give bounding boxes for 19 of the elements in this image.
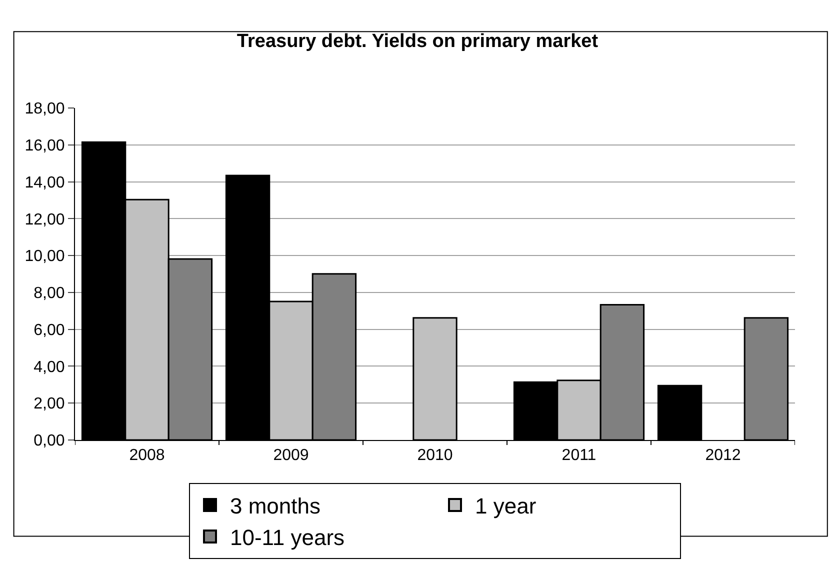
y-tick-label: 8,00 [34, 285, 65, 302]
y-tick-label: 16,00 [24, 137, 65, 154]
legend-label: 10-11 years [230, 525, 345, 550]
x-tick-label: 2011 [562, 447, 596, 464]
x-tick-label: 2009 [273, 447, 309, 464]
x-tick-label: 2012 [705, 447, 741, 464]
y-tick-label: 12,00 [24, 211, 65, 228]
y-tick-label: 0,00 [34, 432, 65, 450]
chart-title: Treasury debt. Yields on primary market [236, 30, 599, 52]
y-tick-label: 2,00 [34, 396, 65, 413]
y-tick-label: 4,00 [34, 358, 65, 376]
y-tick-label: 6,00 [34, 322, 65, 339]
x-tick-label: 2010 [417, 447, 453, 464]
legend-label: 1 year [475, 494, 536, 519]
y-tick-label: 18,00 [24, 100, 65, 118]
legend-label: 3 months [230, 494, 320, 519]
y-tick-label: 14,00 [24, 174, 65, 192]
y-tick-label: 10,00 [24, 248, 65, 266]
x-tick-label: 2008 [129, 447, 165, 464]
